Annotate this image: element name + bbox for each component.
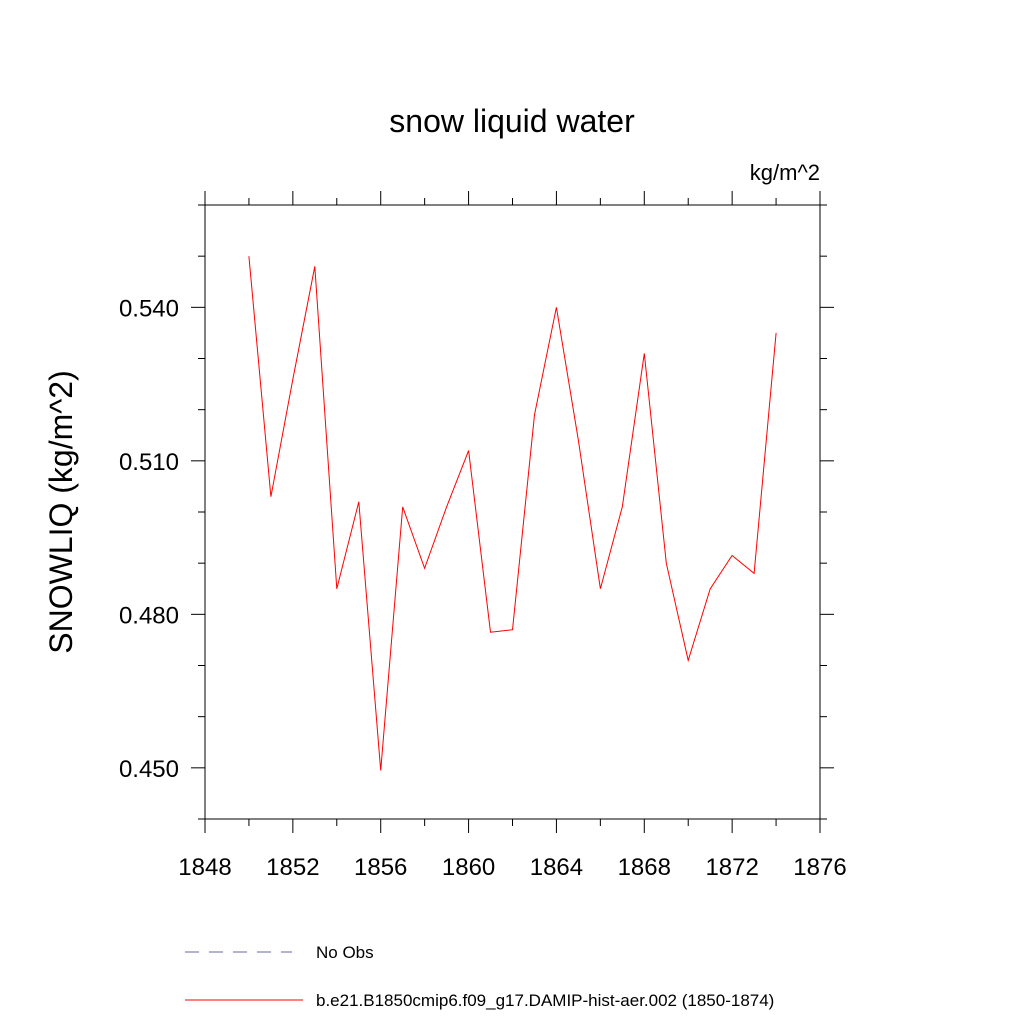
y-tick-label: 0.450: [119, 756, 179, 783]
legend-label-no-obs: No Obs: [316, 943, 374, 962]
x-tick-label: 1872: [705, 854, 758, 881]
legend-label-model-run: b.e21.B1850cmip6.f09_g17.DAMIP-hist-aer.…: [316, 991, 774, 1010]
x-tick-label: 1876: [793, 854, 846, 881]
series-line-snowliq: [248, 256, 777, 771]
y-axis: 0.450 0.480 0.510 0.540: [119, 204, 834, 820]
chart-title: snow liquid water: [389, 103, 635, 139]
series-layer: [248, 256, 777, 771]
x-tick-label: 1852: [266, 854, 319, 881]
plot-frame: [204, 204, 821, 820]
x-tick-label: 1860: [442, 854, 495, 881]
x-tick-label: 1864: [530, 854, 583, 881]
units-label: kg/m^2: [750, 160, 820, 185]
x-tick-label: 1848: [178, 854, 231, 881]
y-tick-label: 0.540: [119, 295, 179, 322]
x-tick-label: 1868: [618, 854, 671, 881]
x-tick-label: 1856: [354, 854, 407, 881]
y-axis-label: SNOWLIQ (kg/m^2): [43, 370, 79, 653]
y-tick-label: 0.510: [119, 449, 179, 476]
legend: No Obs b.e21.B1850cmip6.f09_g17.DAMIP-hi…: [185, 943, 774, 1010]
y-tick-label: 0.480: [119, 602, 179, 629]
x-axis: 1848 1852 1856 1860 1864 1868 1872 1876: [178, 191, 847, 881]
